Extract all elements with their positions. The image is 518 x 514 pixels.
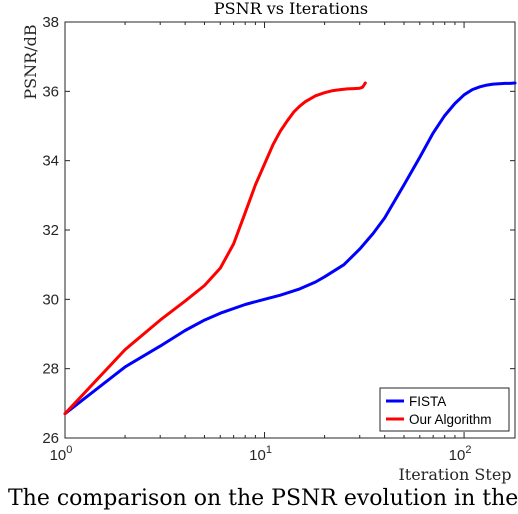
x-tick-label-base: 10 — [249, 447, 266, 464]
plot-area — [64, 21, 516, 439]
y-tick-label: 36 — [42, 83, 59, 100]
series-line-our-algorithm — [63, 81, 367, 416]
psnr-chart: PSNR vs Iterations 100 101 102 26283032343… — [21, 0, 517, 484]
x-axis: 100 101 102 — [50, 22, 472, 464]
x-tick-label: 102 — [449, 444, 472, 464]
y-tick-label: 34 — [42, 153, 59, 170]
y-tick-label: 38 — [42, 14, 59, 31]
y-tick-label: 32 — [42, 222, 59, 239]
x-tick-label: 100 — [50, 444, 73, 464]
series-layer — [63, 81, 517, 416]
x-tick-label-base: 10 — [449, 447, 466, 464]
y-tick-label: 26 — [42, 430, 59, 447]
x-tick-label-exponent: 0 — [66, 444, 72, 456]
x-axis-label: Iteration Step — [398, 465, 511, 484]
y-axis-label: PSNR/dB — [21, 24, 40, 99]
y-axis: 26 28 30 32 34 36 38 — [42, 14, 515, 447]
caption-text: The comparison on the PSNR evolution in … — [8, 486, 518, 511]
series-line-fista — [63, 81, 517, 416]
x-tick-label-exponent: 1 — [266, 444, 272, 456]
chart-title: PSNR vs Iterations — [214, 0, 368, 18]
x-tick-label: 101 — [249, 444, 272, 464]
legend: FISTA Our Algorithm — [379, 387, 510, 432]
legend-box — [379, 387, 510, 432]
x-tick-label-base: 10 — [50, 447, 67, 464]
plot-frame — [64, 21, 516, 439]
x-tick-label-exponent: 2 — [465, 444, 471, 456]
y-tick-label: 28 — [42, 361, 59, 378]
legend-label-our-algorithm: Our Algorithm — [409, 412, 492, 427]
y-tick-label: 30 — [42, 291, 59, 308]
legend-label-fista: FISTA — [409, 394, 446, 409]
